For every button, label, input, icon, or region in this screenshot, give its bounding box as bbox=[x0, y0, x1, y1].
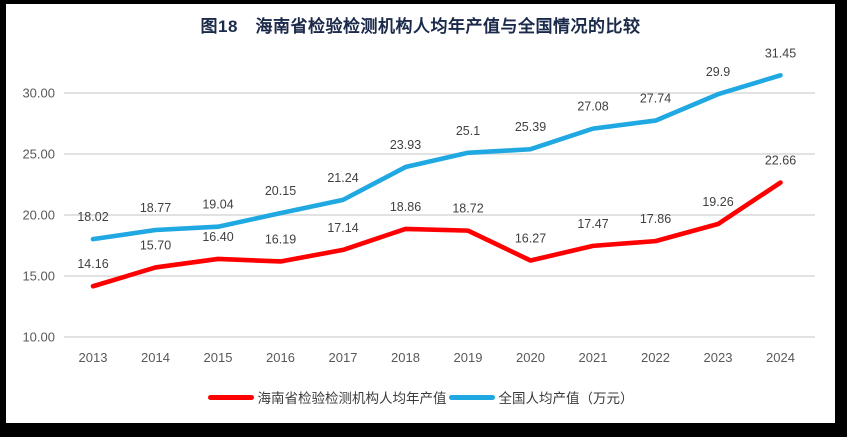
line-chart: 10.00 15.00 20.00 25.00 30.00 2013 2014 2015 201… bbox=[22, 46, 815, 365]
x-tick-label: 2017 bbox=[329, 350, 358, 365]
legend-label-hainan: 海南省检验检测机构人均年产值 bbox=[257, 391, 447, 406]
y-tick-label: 30.00 bbox=[22, 86, 55, 101]
data-label: 18.02 bbox=[77, 210, 108, 224]
y-tick-label: 25.00 bbox=[22, 147, 55, 162]
series-line bbox=[90, 73, 783, 242]
legend-item-hainan: 海南省检验检测机构人均年产值 bbox=[207, 387, 447, 407]
data-label: 31.45 bbox=[765, 46, 796, 60]
data-label: 22.66 bbox=[765, 154, 796, 168]
data-label: 18.77 bbox=[140, 201, 171, 215]
x-tick-label: 2014 bbox=[141, 350, 170, 365]
x-tick-label: 2018 bbox=[391, 350, 420, 365]
x-tick-label: 2020 bbox=[516, 350, 545, 365]
chart-area: 图18 海南省检验检测机构人均年产值与全国情况的比较 10.00 15.00 20.… bbox=[6, 4, 835, 423]
legend-label-national: 全国人均产值（万元） bbox=[498, 391, 634, 406]
data-label: 14.16 bbox=[77, 257, 108, 271]
data-label: 25.1 bbox=[456, 124, 480, 138]
x-tick-label: 2015 bbox=[204, 350, 233, 365]
data-label: 21.24 bbox=[327, 171, 358, 185]
legend: 海南省检验检测机构人均年产值 全国人均产值（万元） bbox=[6, 386, 835, 408]
x-tick-label: 2024 bbox=[766, 350, 795, 365]
y-tick-label: 10.00 bbox=[22, 330, 55, 345]
data-label: 17.14 bbox=[327, 221, 358, 235]
data-label: 18.86 bbox=[390, 200, 421, 214]
data-label: 25.39 bbox=[515, 120, 546, 134]
legend-swatch-hainan-icon bbox=[207, 394, 254, 400]
series-line bbox=[90, 180, 783, 289]
chart-title: 图18 海南省检验检测机构人均年产值与全国情况的比较 bbox=[200, 17, 641, 36]
x-tick-label: 2023 bbox=[704, 350, 733, 365]
x-tick-label: 2013 bbox=[79, 350, 108, 365]
data-label: 17.86 bbox=[640, 212, 671, 226]
legend-item-national: 全国人均产值（万元） bbox=[448, 387, 634, 407]
x-tick-label: 2021 bbox=[579, 350, 608, 365]
data-label: 19.26 bbox=[702, 195, 733, 209]
y-tick-label: 20.00 bbox=[22, 208, 55, 223]
y-tick-label: 15.00 bbox=[22, 269, 55, 284]
data-label: 20.15 bbox=[265, 184, 296, 198]
x-tick-label: 2016 bbox=[266, 350, 295, 365]
data-label: 18.72 bbox=[452, 202, 483, 216]
data-label: 19.04 bbox=[202, 198, 233, 212]
data-label: 16.40 bbox=[202, 230, 233, 244]
data-label: 15.70 bbox=[140, 238, 171, 252]
data-label: 16.19 bbox=[265, 232, 296, 246]
x-tick-label: 2019 bbox=[454, 350, 483, 365]
data-label: 27.74 bbox=[640, 92, 671, 106]
data-label: 17.47 bbox=[577, 217, 608, 231]
data-label: 29.9 bbox=[706, 65, 730, 79]
data-label: 27.08 bbox=[577, 100, 608, 114]
data-label: 16.27 bbox=[515, 232, 546, 246]
x-tick-label: 2022 bbox=[641, 350, 670, 365]
legend-swatch-national-icon bbox=[448, 394, 495, 400]
data-label: 23.93 bbox=[390, 138, 421, 152]
